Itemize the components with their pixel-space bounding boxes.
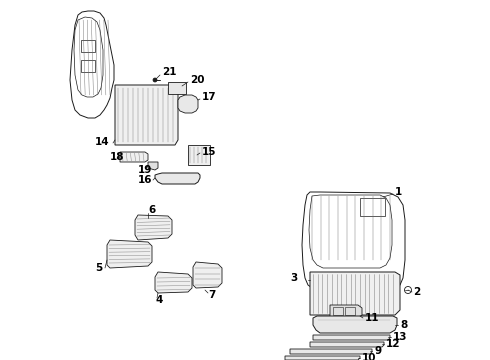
- Text: 3: 3: [290, 273, 297, 283]
- Bar: [168, 82, 186, 94]
- Polygon shape: [193, 262, 222, 288]
- Text: 15: 15: [202, 147, 217, 157]
- Text: 16: 16: [138, 175, 152, 185]
- Text: 17: 17: [202, 92, 217, 102]
- Text: 5: 5: [95, 263, 102, 273]
- Bar: [188, 145, 210, 165]
- Polygon shape: [155, 272, 192, 293]
- Text: 12: 12: [386, 339, 400, 349]
- Polygon shape: [330, 305, 362, 318]
- Text: 11: 11: [365, 313, 379, 323]
- Text: 18: 18: [110, 152, 124, 162]
- Text: 14: 14: [95, 137, 110, 147]
- Polygon shape: [135, 215, 172, 240]
- Polygon shape: [120, 152, 148, 162]
- Bar: [333, 307, 343, 315]
- Bar: [81, 60, 95, 72]
- Bar: [345, 307, 355, 315]
- Polygon shape: [285, 356, 360, 360]
- Polygon shape: [310, 272, 400, 315]
- Text: 7: 7: [208, 290, 216, 300]
- Circle shape: [153, 78, 157, 82]
- Text: 20: 20: [190, 75, 204, 85]
- Polygon shape: [313, 335, 390, 340]
- Text: 4: 4: [155, 295, 162, 305]
- Text: 2: 2: [413, 287, 420, 297]
- Polygon shape: [115, 85, 178, 145]
- Text: 6: 6: [148, 205, 155, 215]
- Text: 9: 9: [374, 346, 381, 356]
- Text: 8: 8: [400, 320, 407, 330]
- Text: 21: 21: [162, 67, 176, 77]
- Polygon shape: [313, 316, 397, 333]
- Polygon shape: [310, 342, 384, 347]
- Text: 13: 13: [393, 332, 408, 342]
- Polygon shape: [155, 173, 200, 184]
- Polygon shape: [148, 162, 158, 170]
- Text: 19: 19: [138, 165, 152, 175]
- Text: 1: 1: [395, 187, 402, 197]
- Polygon shape: [290, 349, 372, 354]
- Text: 10: 10: [362, 353, 376, 360]
- Polygon shape: [178, 95, 198, 113]
- Bar: [360, 198, 385, 216]
- Polygon shape: [107, 240, 152, 268]
- Bar: [81, 40, 95, 52]
